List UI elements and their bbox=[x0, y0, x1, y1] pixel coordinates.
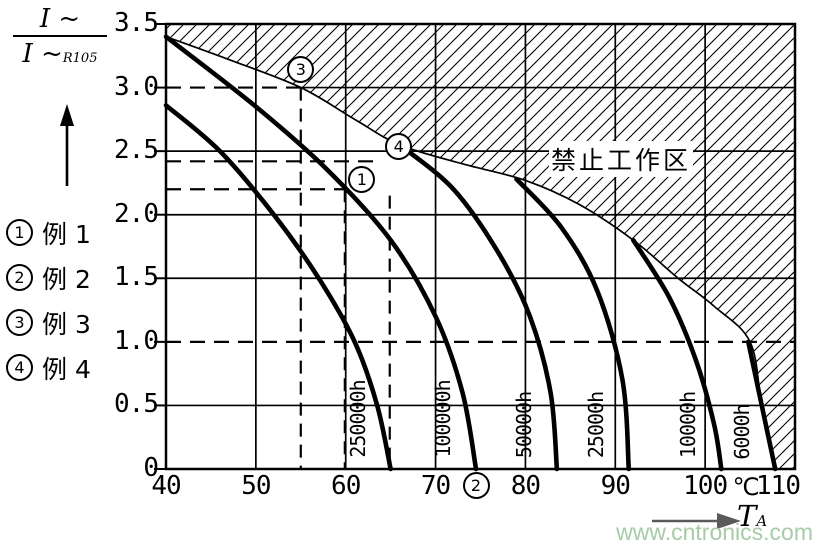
plot-border bbox=[164, 22, 797, 471]
forbidden-region bbox=[166, 24, 795, 469]
y-axis-up-arrow bbox=[60, 104, 74, 186]
curve-50000h bbox=[397, 142, 560, 472]
curve-10000h bbox=[630, 237, 724, 472]
lifetime-curves bbox=[163, 34, 778, 472]
curve-100000h bbox=[163, 34, 479, 472]
forbidden-region-hatch bbox=[166, 24, 795, 469]
y-axis-tick-marks bbox=[154, 23, 166, 470]
plot-frame bbox=[164, 22, 797, 471]
gridlines bbox=[166, 24, 795, 469]
curve-25000h bbox=[514, 176, 632, 472]
x-axis-right-arrow bbox=[652, 513, 741, 529]
dashed-example-guides bbox=[166, 86, 795, 469]
curve-250000h bbox=[163, 103, 393, 472]
curve-6000h bbox=[745, 339, 778, 472]
